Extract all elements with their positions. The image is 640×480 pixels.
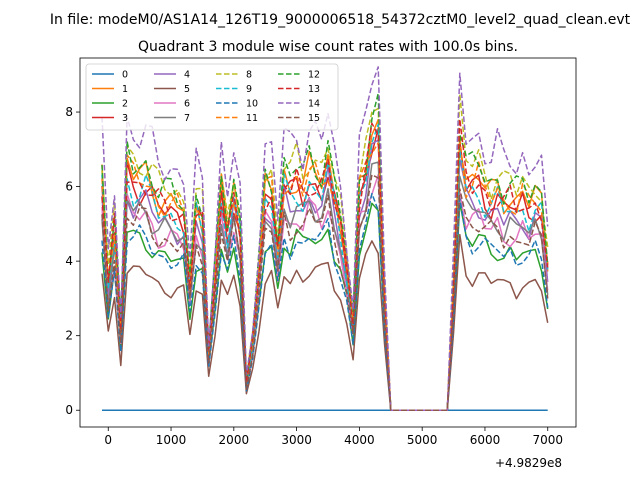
legend-label: 3 [122, 113, 128, 124]
series-line-12 [101, 92, 549, 411]
series-line-9 [101, 123, 549, 411]
legend-label: 5 [184, 84, 190, 95]
y-tick-label: 0 [65, 403, 73, 417]
series-line-13 [101, 118, 549, 411]
x-tick-label: 4000 [344, 433, 375, 447]
legend-label: 8 [246, 70, 252, 81]
series-line-4 [101, 139, 549, 411]
y-tick-label: 4 [65, 254, 73, 268]
series-line-5 [101, 233, 549, 411]
x-tick-label: 3000 [281, 433, 312, 447]
legend-label: 11 [246, 113, 258, 124]
legend-label: 10 [246, 99, 258, 110]
y-tick-label: 8 [65, 105, 73, 119]
series-line-1 [101, 118, 549, 411]
y-tick-label: 2 [65, 329, 73, 343]
axes-frame [79, 57, 577, 428]
legend-label: 13 [308, 84, 320, 95]
chart-title: Quadrant 3 module wise count rates with … [138, 39, 518, 55]
legend-label: 14 [308, 99, 320, 110]
legend-label: 15 [308, 113, 320, 124]
series-lines [101, 66, 549, 411]
x-tick-label: 5000 [407, 433, 438, 447]
series-line-15 [101, 173, 549, 411]
series-line-7 [101, 161, 549, 411]
x-tick-label: 1000 [156, 433, 187, 447]
legend-label: 9 [246, 84, 252, 95]
y-tick-label: 6 [65, 180, 73, 194]
series-line-10 [101, 192, 549, 411]
plot-area: 0 1000 2000 3000 4000 5000 6000 700002468012345… [65, 57, 577, 447]
series-line-6 [101, 173, 549, 411]
series-line-2 [101, 201, 549, 411]
x-tick-label: 0 [104, 433, 112, 447]
legend-label: 12 [308, 70, 320, 81]
series-line-11 [101, 136, 549, 411]
series-line-8 [101, 93, 549, 411]
x-offset-label: +4.9829e8 [495, 456, 562, 470]
suptitle: In file: modeM0/AS1A14_126T19_9000006518… [50, 12, 631, 28]
x-tick-label: 6000 [470, 433, 501, 447]
legend-label: 7 [184, 113, 190, 124]
legend-frame [85, 63, 339, 131]
x-tick-label: 2000 [219, 433, 250, 447]
legend-label: 2 [122, 99, 128, 110]
legend-label: 1 [122, 84, 128, 95]
legend-label: 4 [184, 70, 190, 81]
legend-label: 6 [184, 99, 190, 110]
legend-label: 0 [122, 70, 128, 81]
x-tick-label: 7000 [532, 433, 563, 447]
